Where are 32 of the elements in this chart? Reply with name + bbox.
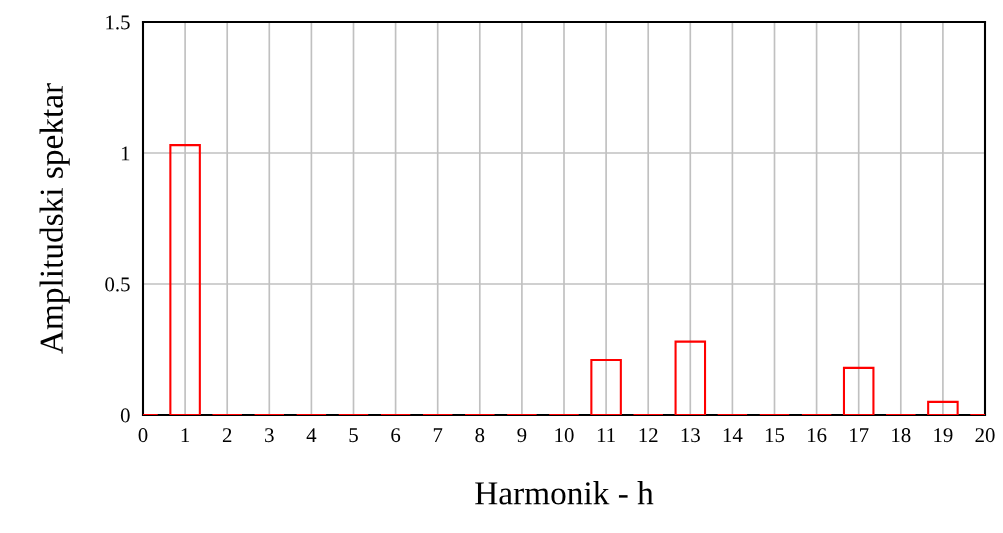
bar <box>927 400 959 415</box>
x-tick-label: 8 <box>475 428 485 443</box>
y-tick-label: 0.5 <box>105 277 130 292</box>
x-tick-label: 19 <box>934 428 953 443</box>
x-tick-label: 20 <box>975 428 995 443</box>
bar <box>169 144 201 415</box>
y-tick-label: 0 <box>120 408 130 423</box>
x-tick-label: 14 <box>723 428 743 442</box>
x-tick-label: 15 <box>765 428 785 443</box>
x-tick-label: 10 <box>555 428 574 443</box>
x-tick-label: 1 <box>181 428 190 442</box>
x-tick-label: 16 <box>808 428 827 443</box>
bar <box>590 358 622 415</box>
x-axis-title: Harmonik - h <box>475 481 654 505</box>
x-tick-label: 12 <box>639 428 658 442</box>
bar <box>674 340 707 415</box>
x-tick-label: 17 <box>850 428 869 442</box>
x-tick-label: 6 <box>391 428 401 443</box>
x-tick-label: 2 <box>222 428 232 442</box>
x-tick-label: 3 <box>265 428 274 443</box>
x-tick-label: 9 <box>517 428 527 443</box>
x-tick-label: 0 <box>138 428 148 443</box>
y-axis-title: Amplitudski spektar <box>39 83 70 354</box>
x-tick-label: 7 <box>433 428 443 442</box>
y-tick-label: 1 <box>121 146 130 161</box>
x-tick-label: 11 <box>597 428 615 442</box>
y-tick-label: 1.5 <box>106 15 130 30</box>
x-tick-label: 5 <box>349 428 358 443</box>
x-tick-label: 18 <box>892 428 911 443</box>
bar <box>842 366 875 415</box>
x-tick-label: 4 <box>306 428 317 442</box>
x-tick-label: 13 <box>681 428 700 443</box>
